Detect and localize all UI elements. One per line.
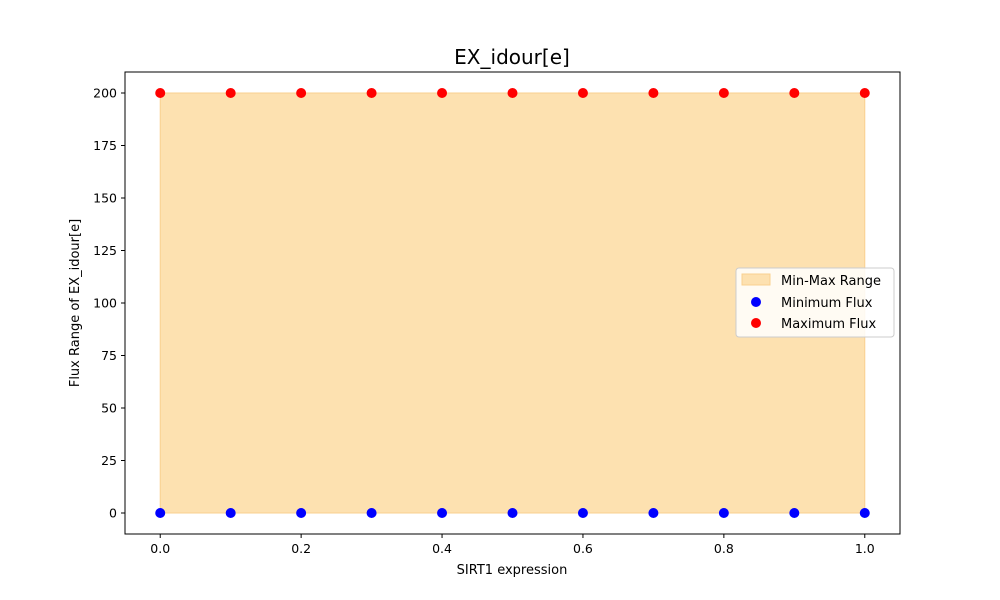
- min-flux-point: [718, 508, 729, 518]
- min-flux-point: [577, 508, 588, 518]
- min-flux-point: [789, 508, 800, 518]
- min-flux-point: [366, 508, 377, 518]
- legend-label-range: Min-Max Range: [781, 274, 881, 289]
- max-flux-point: [859, 88, 870, 98]
- x-tick-label: 0.2: [291, 541, 311, 556]
- x-tick-label: 0.0: [150, 541, 170, 556]
- x-tick-label: 0.6: [573, 541, 593, 556]
- max-flux-point: [789, 88, 800, 98]
- legend: Min-Max Range Minimum Flux Maximum Flux: [735, 267, 895, 338]
- min-flux-point: [648, 508, 659, 518]
- min-flux-point: [507, 508, 518, 518]
- y-tick-label: 200: [93, 86, 117, 101]
- min-flux-point: [296, 508, 307, 518]
- max-flux-point: [577, 88, 588, 98]
- max-flux-point: [366, 88, 377, 98]
- max-flux-point: [155, 88, 166, 98]
- legend-frame: [735, 267, 895, 338]
- y-tick-label: 75: [101, 348, 117, 363]
- max-flux-point: [648, 88, 659, 98]
- legend-marker-min: [751, 297, 761, 307]
- x-tick-label: 0.4: [432, 541, 452, 556]
- plot-area: [155, 88, 870, 518]
- min-flux-point: [437, 508, 448, 518]
- max-flux-point: [225, 88, 236, 98]
- y-tick-label: 50: [101, 401, 117, 416]
- min-flux-point: [225, 508, 236, 518]
- chart-title: EX_idour[e]: [454, 45, 570, 69]
- y-axis-label: Flux Range of EX_idour[e]: [68, 219, 83, 387]
- max-flux-point: [507, 88, 518, 98]
- axis-ticks: 0.0 0.2 0.4 0.6 0.8 1.0 0 25 50 75 100 125 150 175 200: [93, 86, 875, 557]
- min-flux-point: [155, 508, 166, 518]
- legend-marker-max: [751, 318, 761, 328]
- x-tick-label: 1.0: [855, 541, 875, 556]
- y-tick-label: 0: [109, 506, 117, 521]
- x-axis-label: SIRT1 expression: [457, 563, 568, 578]
- min-flux-point: [859, 508, 870, 518]
- max-flux-point: [296, 88, 307, 98]
- y-tick-label: 175: [93, 138, 117, 153]
- y-tick-label: 25: [101, 453, 117, 468]
- y-tick-label: 150: [93, 191, 117, 206]
- legend-swatch-range: [741, 273, 771, 286]
- max-flux-point: [437, 88, 448, 98]
- legend-label-max: Maximum Flux: [781, 317, 877, 332]
- axes-frame: [124, 71, 901, 535]
- x-tick-label: 0.8: [714, 541, 734, 556]
- y-tick-label: 100: [93, 296, 117, 311]
- y-tick-label: 125: [93, 243, 117, 258]
- max-flux-point: [718, 88, 729, 98]
- legend-label-min: Minimum Flux: [781, 296, 873, 311]
